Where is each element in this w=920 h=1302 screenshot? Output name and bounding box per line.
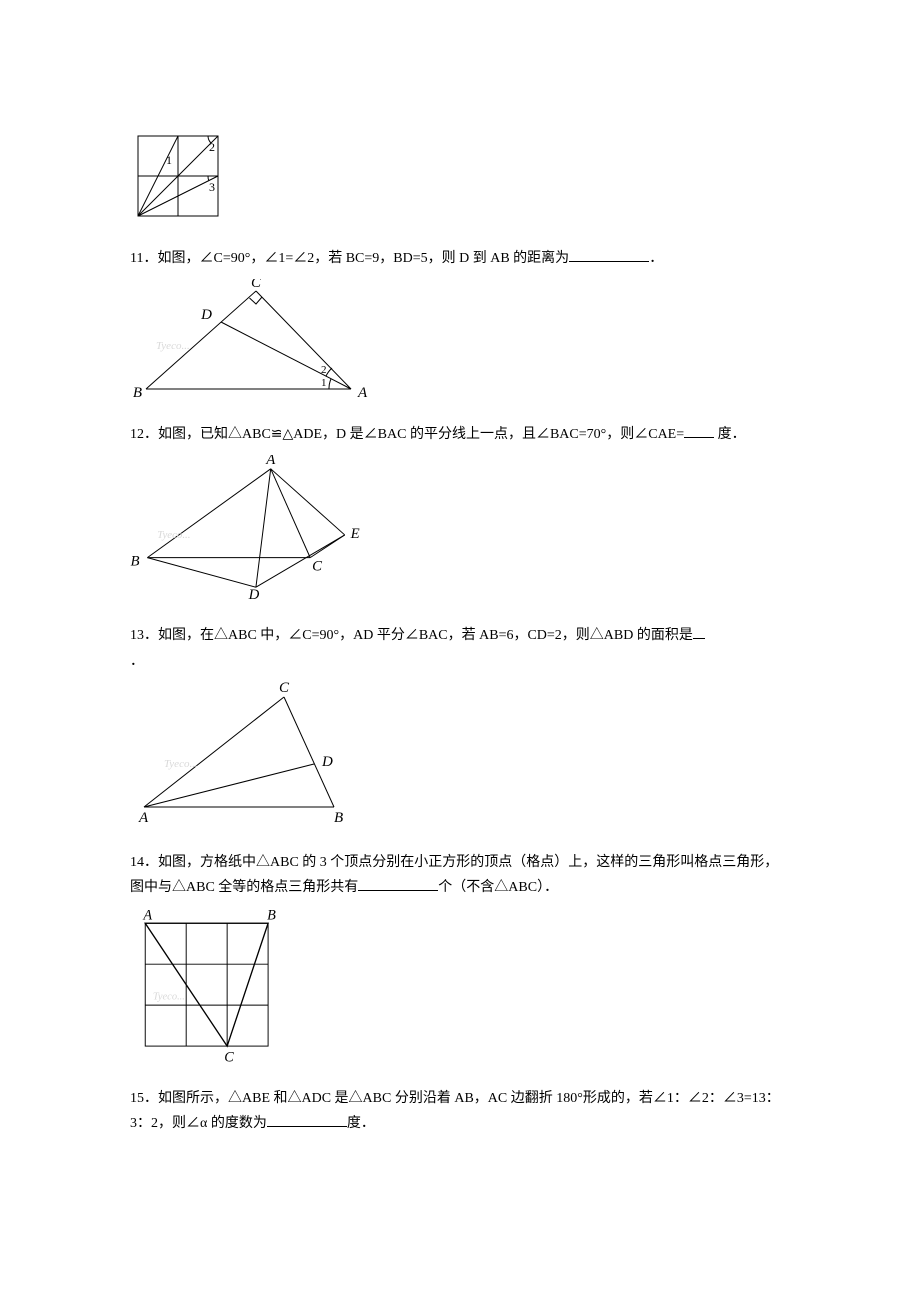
problem-15-number: 15． [130, 1091, 158, 1106]
figure12-label-E: E [350, 526, 360, 542]
problem-12-part0: 如图，已知△ABC≌△ADE，D 是∠BAC 的平分线上一点，且∠BAC=70°… [158, 427, 684, 442]
figure11-label-D: D [200, 307, 212, 323]
problem-15-part0: 如图所示，△ABE 和△ADC 是△ABC 分别沿着 AB，AC 边翻折 180… [130, 1091, 780, 1131]
figure11-angle1: 1 [321, 377, 327, 389]
problem-11-part0: 如图，∠C=90°，∠1=∠2，若 BC=9，BD=5，则 D 到 AB 的距离… [157, 251, 569, 266]
problem-11-part1: ． [649, 251, 663, 266]
problem-14-blank [358, 876, 438, 891]
problem-13-number: 13． [130, 628, 158, 643]
angle-1-label: 1 [166, 153, 172, 167]
figure-13: A B C D Tyeco... [130, 682, 790, 832]
figure12-label-D: D [248, 587, 260, 603]
problem-11-text: 11．如图，∠C=90°，∠1=∠2，若 BC=9，BD=5，则 D 到 AB … [130, 246, 790, 271]
figure-top: 1 2 3 [130, 128, 790, 228]
problem-11-blank [569, 247, 649, 262]
problem-15-part1: 度． [347, 1116, 375, 1131]
figure13-label-A: A [138, 810, 149, 826]
problem-13-part0: 如图，在△ABC 中，∠C=90°，AD 平分∠BAC，若 AB=6，CD=2，… [158, 628, 693, 643]
problem-14-number: 14． [130, 855, 158, 870]
figure11-label-C: C [251, 279, 262, 291]
problem-12-part1: 度． [714, 427, 746, 442]
figure12-label-A: A [265, 455, 276, 468]
problem-15-text: 15．如图所示，△ABE 和△ADC 是△ABC 分别沿着 AB，AC 边翻折 … [130, 1086, 790, 1136]
figure11-watermark: Tyeco... [156, 340, 190, 352]
figure13-label-D: D [321, 754, 333, 770]
figure14-label-B: B [267, 908, 276, 923]
figure-12: B C A D E Tyeco... [130, 455, 790, 605]
problem-12-text: 12．如图，已知△ABC≌△ADE，D 是∠BAC 的平分线上一点，且∠BAC=… [130, 422, 790, 447]
figure-11: B A C D 1 2 Tyeco... [130, 279, 790, 404]
figure13-label-C: C [279, 682, 290, 696]
problem-12-number: 12． [130, 427, 158, 442]
problem-11-number: 11． [130, 251, 157, 266]
figure11-label-A: A [357, 385, 368, 401]
angle-3-label: 3 [209, 180, 215, 194]
figure11-angle2: 2 [321, 364, 327, 376]
figure11-label-B: B [133, 385, 142, 401]
figure12-label-C: C [312, 559, 322, 575]
problem-15-blank [267, 1112, 347, 1127]
problem-12-blank [684, 423, 714, 438]
figure14-label-C: C [224, 1049, 234, 1065]
figure12-label-B: B [130, 554, 139, 570]
figure12-watermark: Tyeco... [157, 529, 190, 541]
problem-14-text: 14．如图，方格纸中△ABC 的 3 个顶点分别在小正方形的顶点（格点）上，这样… [130, 850, 790, 900]
figure14-watermark: Tyeco... [153, 992, 185, 1003]
problem-14-part1: 个（不含△ABC）． [438, 880, 558, 895]
figure13-watermark: Tyeco... [164, 758, 198, 770]
figure-14: A B C Tyeco... [130, 908, 790, 1068]
problem-13-part1: ． [130, 654, 144, 669]
problem-13-text: 13．如图，在△ABC 中，∠C=90°，AD 平分∠BAC，若 AB=6，CD… [130, 623, 790, 673]
figure14-label-A: A [142, 908, 152, 923]
problem-13-blank [693, 624, 705, 639]
figure13-label-B: B [334, 810, 343, 826]
angle-2-label: 2 [209, 140, 215, 154]
